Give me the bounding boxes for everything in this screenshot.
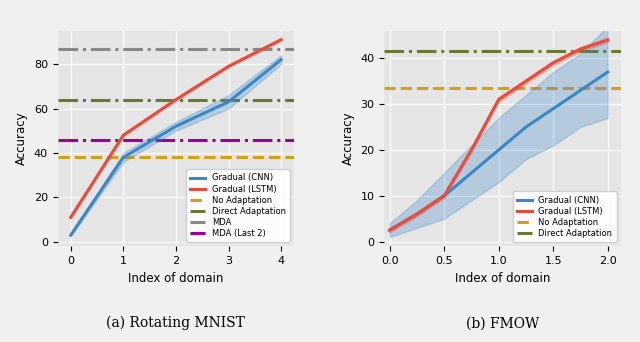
Text: (a) Rotating MNIST: (a) Rotating MNIST — [106, 316, 245, 330]
Legend: Gradual (CNN), Gradual (LSTM), No Adaptation, Direct Adaptation: Gradual (CNN), Gradual (LSTM), No Adapta… — [513, 192, 616, 242]
Legend: Gradual (CNN), Gradual (LSTM), No Adaptation, Direct Adaptation, MDA, MDA (Last : Gradual (CNN), Gradual (LSTM), No Adapta… — [186, 169, 290, 242]
Y-axis label: Accuracy: Accuracy — [15, 112, 28, 165]
X-axis label: Index of domain: Index of domain — [128, 272, 223, 285]
X-axis label: Index of domain: Index of domain — [455, 272, 550, 285]
Text: (b) FMOW: (b) FMOW — [466, 316, 539, 330]
Y-axis label: Accuracy: Accuracy — [342, 112, 355, 165]
